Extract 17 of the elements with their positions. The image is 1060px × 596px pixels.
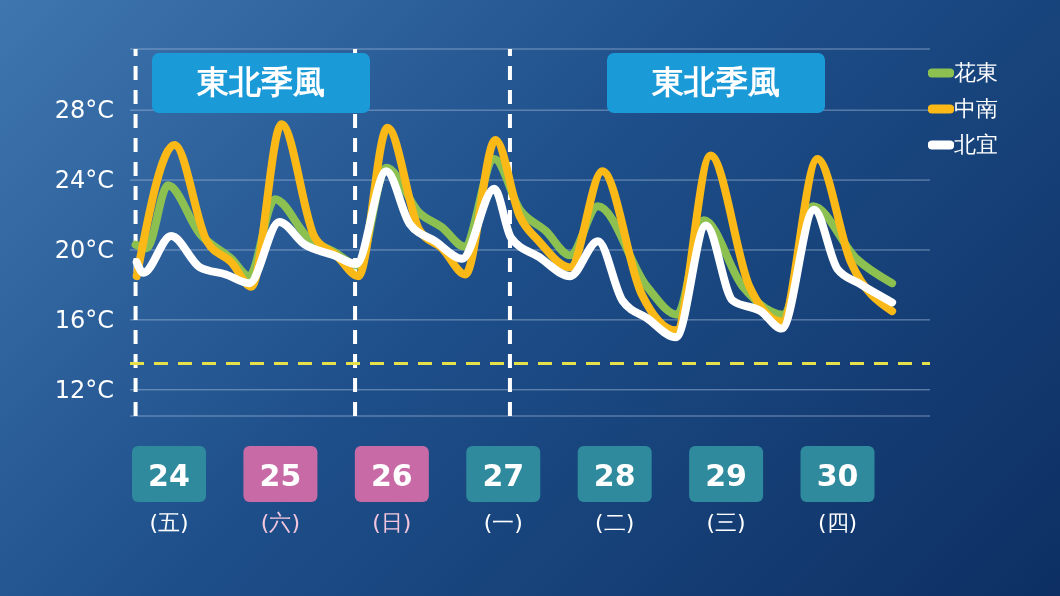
x-tick-label: 30 (四) (816, 458, 859, 535)
y-tick-label: 16°C (54, 305, 114, 334)
x-tick-label: 27 (一) (482, 458, 525, 535)
legend-label: 中南 (954, 95, 998, 123)
x-tick-label: 26 (日) (370, 458, 413, 535)
annotation: 東北季風 (607, 53, 825, 113)
y-tick-label: 20°C (54, 235, 114, 264)
x-tick-label: 29 (三) (705, 458, 747, 535)
annotation: 東北季風 (152, 53, 370, 113)
x-tick-label: 25 (六) (259, 458, 302, 535)
x-tick-label: 28 (二) (593, 458, 636, 535)
x-tick-label: 24 (五) (148, 458, 190, 535)
legend-label: 北宜 (954, 131, 998, 159)
legend-label: 花東 (954, 59, 998, 87)
y-tick-label: 24°C (54, 166, 114, 195)
y-tick-label: 12°C (54, 375, 114, 404)
y-tick-label: 28°C (54, 96, 114, 125)
